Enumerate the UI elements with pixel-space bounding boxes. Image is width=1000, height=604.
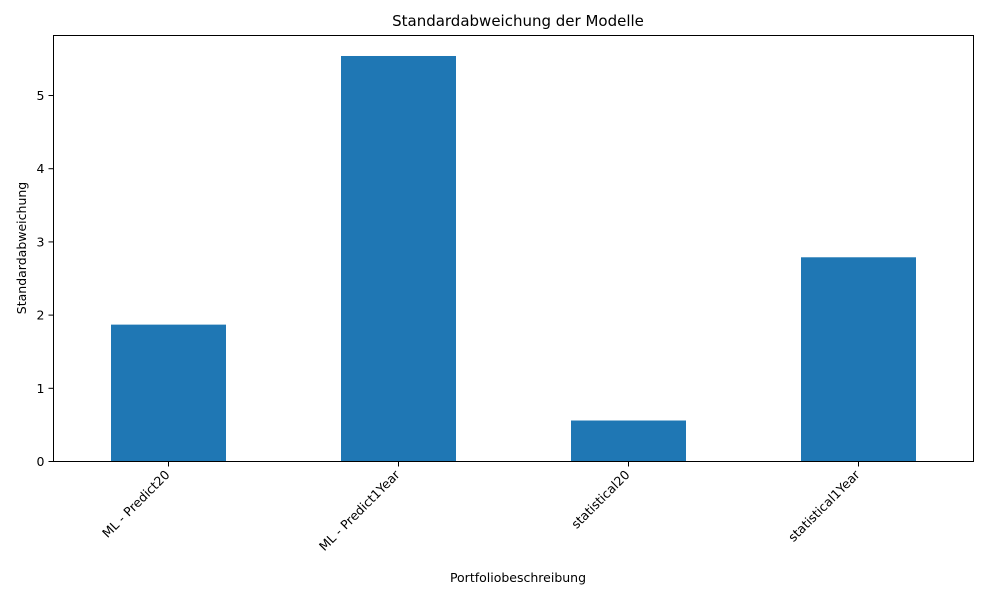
x-tick-label: statistical1Year xyxy=(785,466,863,544)
y-tick-label: 2 xyxy=(37,308,45,323)
bar-3 xyxy=(571,420,686,462)
x-tick-label: statistical20 xyxy=(568,467,633,532)
y-axis-ticks: 0 1 2 3 4 5 xyxy=(37,88,54,469)
plot-frame xyxy=(53,35,974,462)
x-axis-ticks: ML - Predict20 ML - Predict1Year statistic… xyxy=(99,461,863,554)
y-tick-label: 4 xyxy=(37,161,45,176)
x-tick-label: ML - Predict20 xyxy=(99,467,173,541)
chart-title: Standardabweichung der Modelle xyxy=(392,12,644,30)
x-tick-label: ML - Predict1Year xyxy=(316,466,403,553)
bar-4 xyxy=(801,257,916,462)
y-tick-label: 3 xyxy=(37,234,45,249)
y-axis-label: Standardabweichung xyxy=(14,182,29,314)
bar-1 xyxy=(111,324,226,462)
x-axis-label: Portfoliobeschreibung xyxy=(450,570,586,585)
bars-layer xyxy=(111,55,916,462)
y-tick-label: 5 xyxy=(37,88,45,103)
y-tick-label: 0 xyxy=(37,454,45,469)
bar-2 xyxy=(341,55,456,462)
y-tick-label: 1 xyxy=(37,381,45,396)
